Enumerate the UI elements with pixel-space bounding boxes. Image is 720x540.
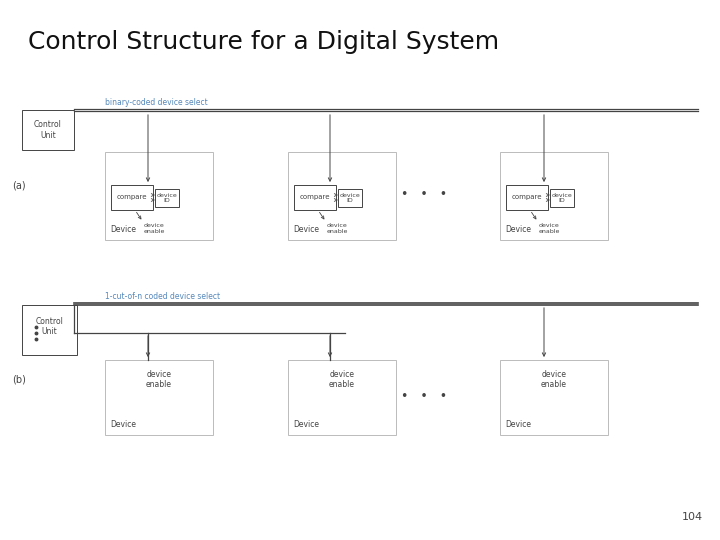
Text: Device: Device	[293, 225, 319, 234]
Bar	[506, 185, 548, 210]
Text: binary-coded device select: binary-coded device select	[105, 98, 208, 107]
Text: 104: 104	[682, 512, 703, 522]
Bar	[22, 305, 77, 355]
Text: compare: compare	[300, 194, 330, 200]
Bar	[288, 152, 396, 240]
Text: Device: Device	[110, 225, 136, 234]
Bar	[338, 189, 362, 207]
Text: device
enable: device enable	[539, 223, 560, 234]
Bar	[500, 152, 608, 240]
Bar	[111, 185, 153, 210]
Text: compare: compare	[117, 194, 148, 200]
Bar	[550, 189, 574, 207]
Text: device
enable: device enable	[329, 370, 355, 389]
Text: compare: compare	[512, 194, 542, 200]
Text: device
ID: device ID	[157, 193, 177, 204]
Text: •   •   •: • • •	[401, 390, 447, 403]
Text: (a): (a)	[12, 180, 26, 190]
Text: device
enable: device enable	[144, 223, 166, 234]
Text: Device: Device	[505, 225, 531, 234]
Text: Control
Unit: Control Unit	[34, 120, 62, 140]
Text: (b): (b)	[12, 375, 26, 385]
Bar	[105, 360, 213, 435]
Bar	[105, 152, 213, 240]
Bar	[288, 360, 396, 435]
Text: device
ID: device ID	[340, 193, 361, 204]
Text: •   •   •: • • •	[401, 187, 447, 200]
Text: device
enable: device enable	[541, 370, 567, 389]
Text: device
enable: device enable	[327, 223, 348, 234]
Text: Control Structure for a Digital System: Control Structure for a Digital System	[28, 30, 499, 54]
Text: device
ID: device ID	[552, 193, 572, 204]
Text: device
enable: device enable	[146, 370, 172, 389]
Bar	[155, 189, 179, 207]
Text: Device: Device	[293, 420, 319, 429]
Text: Device: Device	[505, 420, 531, 429]
Bar	[22, 110, 74, 150]
Bar	[500, 360, 608, 435]
Bar	[294, 185, 336, 210]
Text: Control
Unit: Control Unit	[35, 317, 63, 336]
Text: 1-cut-of-n coded device select: 1-cut-of-n coded device select	[105, 292, 220, 301]
Text: Device: Device	[110, 420, 136, 429]
